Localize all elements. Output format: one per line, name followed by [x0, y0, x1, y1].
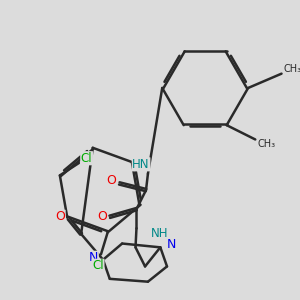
- Text: CH₃: CH₃: [258, 139, 276, 149]
- Text: HN: HN: [132, 158, 150, 171]
- Text: N: N: [167, 238, 176, 251]
- Text: N: N: [89, 251, 98, 264]
- Text: Cl: Cl: [92, 259, 104, 272]
- Text: O: O: [107, 174, 117, 187]
- Text: NH: NH: [151, 226, 168, 239]
- Text: O: O: [55, 210, 65, 223]
- Text: Cl: Cl: [81, 152, 92, 165]
- Text: CH₃: CH₃: [284, 64, 300, 74]
- Text: O: O: [97, 210, 107, 223]
